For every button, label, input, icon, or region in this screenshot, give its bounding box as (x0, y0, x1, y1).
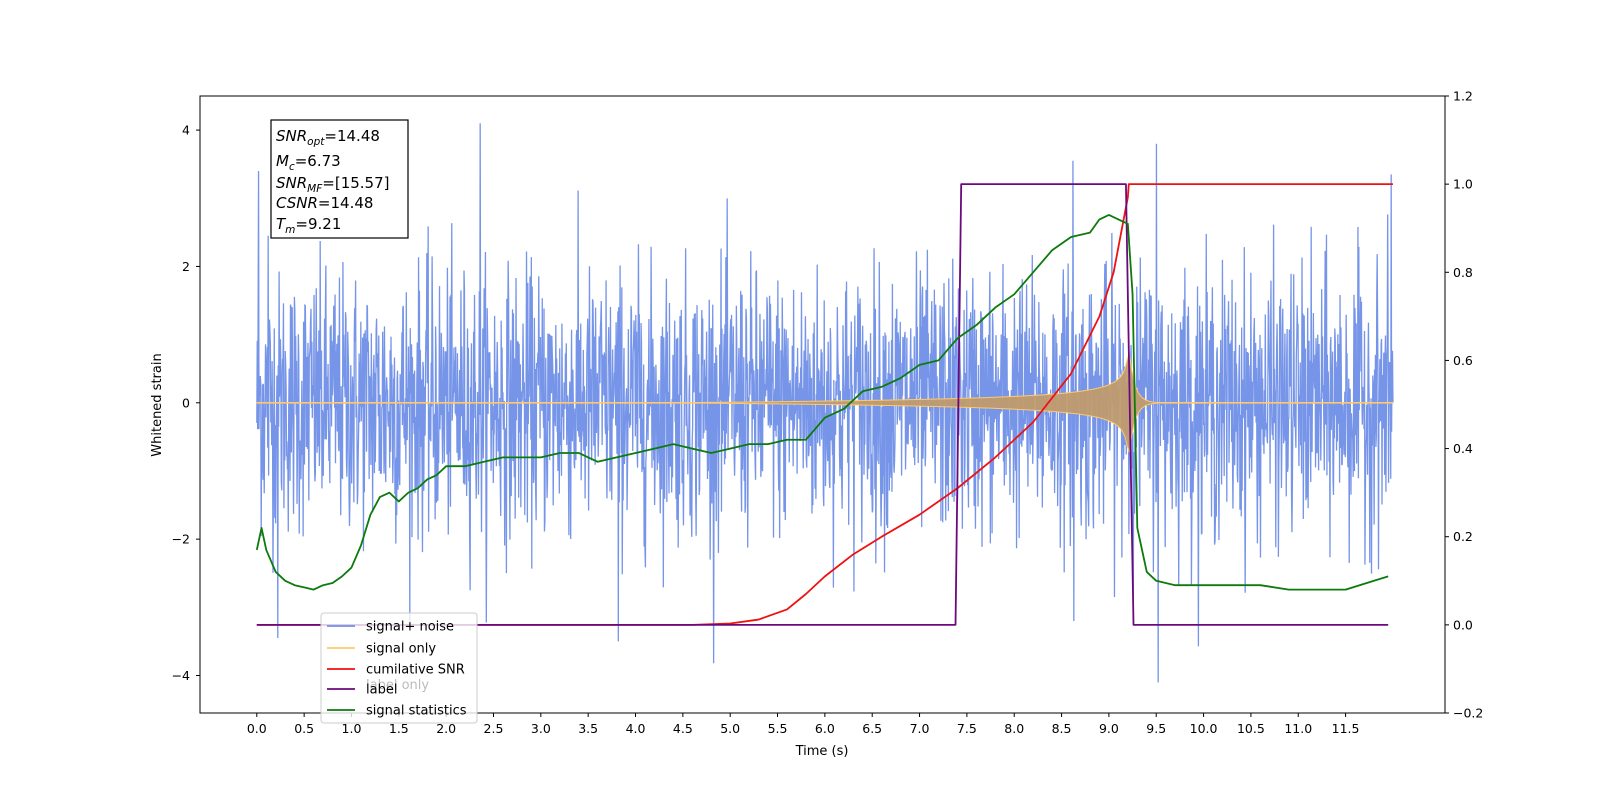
y2-tick-label: 0.2 (1453, 529, 1473, 544)
y2-tick-label: 1.0 (1453, 177, 1473, 192)
x-tick-label: 2.0 (436, 721, 456, 736)
data-layer (255, 123, 1394, 683)
legend-label-label: label (366, 683, 397, 698)
legend-label-signal-statistics: signal statistics (366, 704, 467, 719)
x-tick-label: 0.0 (247, 721, 267, 736)
x-tick-label: 4.5 (673, 721, 693, 736)
y2-tick-label: 0.0 (1453, 617, 1473, 632)
y-tick-label: 4 (182, 123, 190, 138)
y-tick-label: 0 (182, 395, 190, 410)
series-cumilative-snr (256, 183, 1393, 626)
y2-tick-label: 0.4 (1453, 441, 1473, 456)
x-tick-label: 4.0 (626, 721, 646, 736)
x-tick-label: 6.0 (815, 721, 835, 736)
x-tick-label: 11.5 (1332, 721, 1360, 736)
x-tick-label: 3.5 (578, 721, 598, 736)
x-axis-label: Time (s) (795, 744, 849, 759)
x-tick-label: 5.0 (720, 721, 740, 736)
plot-frame (199, 95, 1446, 714)
legend-label-signal-noise: signal+ noise (366, 620, 454, 635)
x-tick-label: 5.5 (768, 721, 788, 736)
annotation-lines: SNRopt=14.48 Mc=6.73SNRMF=[15.57]CSNR=14.… (276, 127, 390, 236)
x-tick-label: 10.0 (1190, 721, 1218, 736)
y-tick-label: −4 (172, 668, 190, 683)
x-tick-label: 1.5 (389, 721, 409, 736)
x-tick-label: 8.0 (1004, 721, 1024, 736)
x-tick-label: 9.5 (1146, 721, 1166, 736)
legend-hidden-label: label only (366, 678, 429, 693)
y-tick-label: −2 (172, 532, 190, 547)
x-tick-label: 9.0 (1099, 721, 1119, 736)
series-label (256, 183, 1389, 626)
annotation-line: SNRMF=[15.57] (276, 174, 390, 195)
series-signal-only (256, 353, 1394, 453)
annotation-line: SNRopt=14.48 (276, 127, 380, 148)
x-tick-label: 0.5 (294, 721, 314, 736)
legend-label-cumilative-snr: cumilative SNR (366, 663, 465, 678)
x-tick-label: 2.5 (484, 721, 504, 736)
annotation-box: SNRopt=14.48 Mc=6.73SNRMF=[15.57]CSNR=14.… (270, 119, 409, 239)
y2-tick-label: 0.8 (1453, 265, 1473, 280)
x-tick-label: 8.5 (1052, 721, 1072, 736)
x-tick-label: 10.5 (1237, 721, 1265, 736)
annotation-line: CSNR=14.48 (276, 194, 373, 212)
y2-tick-label: −0.2 (1453, 706, 1483, 721)
annotation-line: Mc=6.73 (276, 152, 341, 173)
x-tick-label: 1.0 (342, 721, 362, 736)
x-axis-ticks: 0.0 0.5 1.0 1.5 2.0 2.5 3.0 3.5 4.0 4.5 5.0 5.5 6.0 6… (247, 713, 1360, 736)
y-axis-label: Whitened strain (150, 353, 165, 456)
x-tick-label: 6.5 (862, 721, 882, 736)
x-tick-label: 3.0 (531, 721, 551, 736)
series-signal-statistics (255, 214, 1389, 591)
y-tick-label: 2 (182, 259, 190, 274)
annotation-line: Tm=9.21 (276, 215, 341, 236)
legend: label only signal+ noise signal only cumil… (320, 612, 478, 724)
y2-tick-label: 0.6 (1453, 353, 1473, 368)
x-tick-label: 7.0 (910, 721, 930, 736)
x-tick-label: 7.5 (957, 721, 977, 736)
legend-label-signal-only: signal only (366, 642, 436, 657)
y2-axis-ticks: 1.2 1.0 0.8 0.6 0.4 0.2 0.0 −0.2 (1445, 89, 1483, 721)
x-tick-label: 11.0 (1284, 721, 1312, 736)
y2-tick-label: 1.2 (1453, 89, 1473, 104)
y-axis-ticks: 4 2 0 −2 −4 (172, 123, 200, 683)
